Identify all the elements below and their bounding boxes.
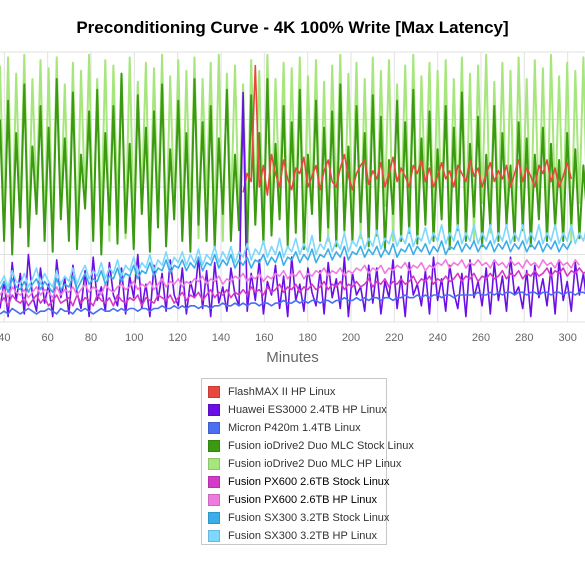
legend-swatch — [208, 476, 220, 488]
legend-item[interactable]: Fusion SX300 3.2TB HP Linux — [202, 527, 386, 545]
chart-title: Preconditioning Curve - 4K 100% Write [M… — [76, 18, 509, 37]
legend-item[interactable]: Fusion PX600 2.6TB Stock Linux — [202, 473, 390, 491]
legend-swatch — [208, 458, 220, 470]
series-line-3 — [0, 72, 585, 256]
legend-item[interactable]: Fusion PX600 2.6TB HP Linux — [202, 491, 386, 509]
series-line-2 — [0, 291, 585, 315]
x-tick-label: 100 — [125, 332, 143, 344]
series-line-5 — [0, 267, 585, 307]
legend-swatch — [208, 530, 220, 542]
x-tick-label: 180 — [298, 332, 316, 344]
legend-swatch — [208, 386, 220, 398]
x-tick-label: 220 — [385, 332, 403, 344]
legend-swatch — [208, 404, 220, 416]
legend-item[interactable]: Fusion ioDrive2 Duo MLC Stock Linux — [202, 437, 414, 455]
x-tick-label: 140 — [212, 332, 230, 344]
x-axis-label: Minutes — [266, 349, 319, 366]
series-line-7 — [0, 240, 573, 294]
legend-item[interactable]: Huawei ES3000 2.4TB HP Linux — [202, 401, 387, 419]
legend-label: Fusion PX600 2.6TB Stock Linux — [228, 476, 390, 488]
legend-label: Huawei ES3000 2.4TB HP Linux — [228, 404, 387, 416]
series-line-0 — [242, 64, 573, 196]
legend-swatch — [208, 422, 220, 434]
x-tick-label: 300 — [558, 332, 576, 344]
x-tick-label: 60 — [42, 332, 54, 344]
legend-swatch — [208, 440, 220, 452]
x-tick-label: 80 — [85, 332, 97, 344]
chart-legend: FlashMAX II HP Linux Huawei ES3000 2.4TB … — [201, 378, 414, 545]
x-tick-label: 280 — [515, 332, 533, 344]
x-tick-label: 240 — [428, 332, 446, 344]
legend-label: Fusion ioDrive2 Duo MLC HP Linux — [228, 458, 402, 470]
legend-item[interactable]: Fusion ioDrive2 Duo MLC HP Linux — [202, 455, 401, 473]
legend-item[interactable]: Micron P420m 1.4TB Linux — [202, 419, 386, 437]
x-tick-label: 200 — [342, 332, 360, 344]
series-line-6 — [0, 259, 581, 299]
legend-label: Micron P420m 1.4TB Linux — [228, 422, 361, 434]
legend-label: Fusion SX300 3.2TB Stock Linux — [228, 512, 390, 524]
legend-label: Fusion ioDrive2 Duo MLC Stock Linux — [228, 440, 414, 452]
line-chart: 40 60 80 100 120 140 160 180 200 220 240 260 280 300 — [0, 51, 585, 344]
legend-swatch — [208, 512, 220, 524]
legend-swatch — [208, 494, 220, 506]
x-tick-label: 260 — [472, 332, 490, 344]
legend-label: FlashMAX II HP Linux — [228, 386, 336, 398]
legend-label: Fusion SX300 3.2TB HP Linux — [228, 530, 377, 542]
series-line-8 — [0, 224, 585, 288]
x-tick-label: 160 — [255, 332, 273, 344]
x-tick-label: 40 — [0, 332, 10, 344]
legend-item[interactable]: Fusion SX300 3.2TB Stock Linux — [202, 509, 390, 527]
x-tick-label: 120 — [168, 332, 186, 344]
x-axis-ticks: 40 60 80 100 120 140 160 180 200 220 240 260 280 300 — [0, 332, 577, 344]
legend-item[interactable]: FlashMAX II HP Linux — [202, 383, 386, 401]
series-line-1 — [0, 91, 585, 318]
legend-label: Fusion PX600 2.6TB HP Linux — [228, 494, 377, 506]
series-layer — [0, 53, 585, 318]
